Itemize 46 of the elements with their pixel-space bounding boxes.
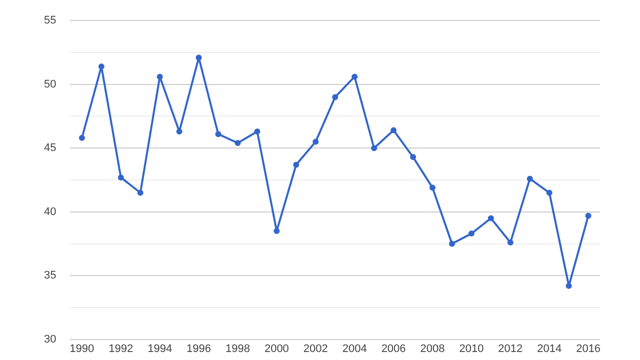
x-tick-label: 2002 (303, 343, 328, 356)
point (312, 138, 319, 145)
point (118, 174, 124, 180)
point (274, 228, 280, 234)
y-tick-label: 55 (44, 14, 56, 27)
x-tick-label: 2014 (537, 343, 562, 356)
point (507, 239, 514, 246)
x-tick-label: 2008 (420, 343, 445, 356)
point (332, 94, 338, 100)
point (410, 154, 416, 160)
point (448, 240, 455, 247)
x-tick-label: 2000 (264, 343, 289, 356)
x-tick-label: 2010 (459, 343, 484, 356)
x-tick-label: 1998 (225, 343, 250, 356)
point (430, 184, 436, 191)
y-tick-label: 35 (44, 270, 56, 282)
point (254, 128, 260, 135)
point (566, 282, 572, 289)
y-tick-label: 40 (44, 206, 56, 218)
x-tick-label: 2004 (342, 343, 367, 356)
x-tick-label: 1992 (108, 343, 134, 356)
point (293, 162, 300, 168)
x-tick-label: 2016 (576, 343, 601, 356)
point (137, 190, 144, 196)
y-tick-label: 30 (44, 333, 56, 346)
x-tick-label: 1990 (70, 343, 94, 356)
point (98, 64, 104, 70)
x-tick-label: 1996 (186, 343, 212, 356)
point (546, 190, 552, 196)
point (234, 140, 241, 146)
point (352, 74, 358, 80)
y-tick-label: 50 (44, 78, 56, 90)
x-tick-label: 2012 (498, 343, 523, 356)
x-tick-label: 2006 (381, 343, 406, 356)
x-tick-label: 1994 (148, 343, 172, 356)
point (78, 134, 85, 141)
point (585, 212, 592, 219)
point (371, 145, 378, 152)
point (390, 127, 397, 134)
point (215, 131, 222, 138)
point (488, 215, 494, 222)
point (526, 176, 533, 182)
point (156, 74, 163, 80)
y-tick-label: 45 (44, 142, 56, 154)
point (468, 230, 474, 237)
point (176, 128, 182, 135)
